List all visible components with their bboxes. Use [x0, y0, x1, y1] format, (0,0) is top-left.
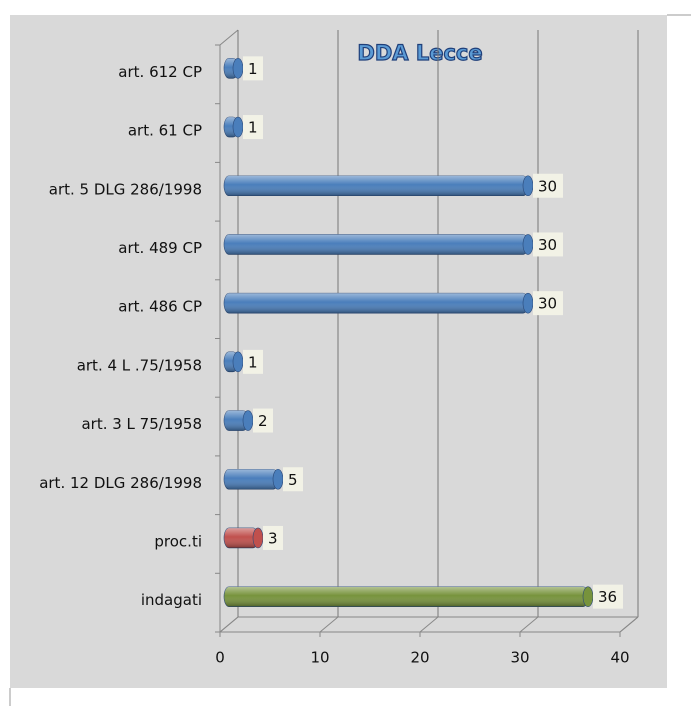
x-tick-label: 0: [215, 649, 225, 667]
bar: [223, 468, 284, 490]
chart-title: DDA Lecce: [357, 41, 482, 65]
value-label: 30: [538, 236, 557, 254]
y-tick-label: art. 3 L 75/1958: [81, 415, 202, 433]
y-tick-label: art. 5 DLG 286/1998: [49, 180, 202, 198]
x-tick-label: 20: [410, 649, 429, 667]
grid-line: [419, 616, 439, 633]
y-tick-label: art. 61 CP: [128, 122, 202, 140]
y-tick-label: art. 4 L .75/1958: [77, 356, 202, 374]
value-label-box: [283, 467, 303, 492]
value-label: 30: [538, 295, 557, 313]
y-tick-label: proc.ti: [154, 532, 202, 550]
y-tick-label: art. 489 CP: [118, 239, 202, 257]
bar: [223, 527, 264, 549]
value-label-box: [243, 56, 263, 81]
value-label: 30: [538, 177, 557, 195]
value-label: 5: [288, 471, 298, 489]
value-label-box: [533, 173, 563, 198]
bar: [223, 586, 594, 607]
bar: [223, 234, 534, 255]
y-tick-label: art. 612 CP: [118, 63, 202, 81]
grid-line: [319, 616, 339, 633]
value-label-box: [243, 349, 263, 374]
y-tick-label: art. 12 DLG 286/1998: [39, 474, 202, 492]
grid-line: [519, 616, 539, 633]
value-label-box: [243, 115, 263, 140]
value-label-box: [263, 525, 283, 550]
y-tick-label: indagati: [141, 591, 202, 609]
value-label: 1: [248, 60, 258, 78]
y-tick-label: art. 486 CP: [118, 298, 202, 316]
value-label-box: [253, 408, 273, 433]
bar: [223, 292, 534, 314]
grid-line: [219, 616, 239, 633]
bar: [223, 351, 244, 373]
value-label-box: [533, 291, 563, 316]
value-label-box: [593, 584, 623, 609]
bar: [223, 410, 254, 431]
value-label: 3: [268, 529, 278, 547]
value-label-box: [533, 232, 563, 257]
bar: [223, 175, 534, 197]
bar: [223, 58, 244, 79]
grid-line: [619, 616, 639, 633]
value-label: 1: [248, 353, 258, 371]
value-label: 1: [248, 119, 258, 137]
bar: [223, 116, 244, 138]
x-tick-label: 10: [310, 649, 329, 667]
value-label: 2: [258, 412, 268, 430]
value-label: 36: [598, 588, 617, 606]
x-tick-label: 40: [610, 649, 629, 667]
x-tick-label: 30: [510, 649, 529, 667]
